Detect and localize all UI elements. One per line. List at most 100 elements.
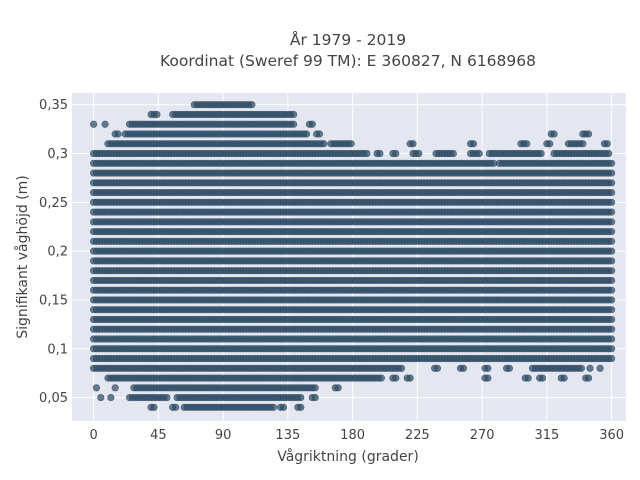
x-tick-label: 270 (470, 428, 495, 443)
data-point (584, 130, 593, 138)
data-point (150, 403, 158, 411)
data-point (546, 140, 554, 148)
data-point (608, 188, 616, 197)
data-point (608, 315, 616, 324)
data-point (334, 384, 342, 392)
chart-title-line-1: År 1979 - 2019 (290, 30, 406, 49)
data-point (584, 374, 593, 382)
data-point (577, 364, 585, 372)
data-point (297, 403, 305, 411)
data-point (608, 325, 616, 333)
y-tick-label: 0,1 (47, 342, 68, 357)
data-point (347, 140, 355, 148)
data-point (608, 345, 616, 353)
data-point (608, 306, 616, 314)
data-point (248, 101, 256, 109)
data-point (392, 374, 400, 382)
data-point (608, 179, 616, 187)
data-point (608, 267, 616, 275)
data-point (603, 140, 611, 148)
data-point (377, 374, 385, 382)
data-point (92, 384, 101, 392)
data-point (376, 149, 384, 158)
data-point (172, 403, 180, 411)
data-point (114, 130, 122, 138)
data-point (153, 110, 161, 119)
data-point (608, 286, 616, 294)
data-point (297, 393, 305, 402)
data-point (415, 149, 423, 158)
data-point (523, 140, 531, 148)
data-point (311, 384, 319, 392)
data-point (550, 130, 558, 138)
x-tick-label: 45 (150, 428, 167, 443)
data-point (608, 247, 616, 255)
data-point (111, 384, 119, 392)
data-point (311, 393, 319, 402)
data-point (608, 159, 616, 167)
x-tick-label: 225 (405, 428, 430, 443)
data-point (505, 364, 514, 372)
data-point (302, 130, 311, 138)
data-point (459, 364, 468, 372)
data-point (449, 149, 457, 158)
y-axis-title: Signifikant våghöjd (m) (14, 175, 31, 338)
data-point (608, 228, 616, 236)
data-point (107, 393, 115, 402)
data-points (89, 101, 616, 411)
data-point (469, 140, 478, 148)
data-point (484, 374, 492, 382)
data-point (608, 354, 616, 363)
x-tick-label: 315 (534, 428, 559, 443)
data-point (608, 276, 616, 285)
data-point (537, 149, 545, 158)
data-point (279, 403, 288, 411)
data-point (97, 393, 105, 402)
x-tick-label: 0 (89, 428, 97, 443)
data-point (163, 393, 171, 402)
data-point (608, 218, 616, 226)
data-point (484, 364, 492, 372)
data-point (608, 237, 616, 245)
data-point (586, 364, 594, 372)
y-tick-label: 0,2 (47, 245, 68, 260)
data-point (392, 149, 400, 158)
data-point (397, 364, 406, 372)
data-point (608, 198, 616, 206)
data-point (596, 364, 604, 372)
data-point (363, 149, 371, 158)
data-point (608, 208, 616, 216)
data-point (406, 374, 414, 382)
data-point (269, 403, 278, 411)
y-tick-label: 0,15 (39, 293, 68, 308)
y-tick-label: 0,05 (39, 391, 68, 406)
data-point (560, 374, 568, 382)
data-point (315, 130, 324, 138)
data-point (101, 120, 109, 128)
x-tick-label: 360 (599, 428, 624, 443)
x-tick-label: 90 (215, 428, 232, 443)
data-point (475, 149, 483, 158)
data-point (605, 149, 613, 158)
chart-title-line-2: Koordinat (Sweref 99 TM): E 360827, N 61… (160, 52, 536, 70)
data-point (608, 257, 616, 265)
y-tick-label: 0,3 (47, 147, 68, 162)
x-axis-title: Vågriktning (grader) (277, 448, 419, 465)
data-point (524, 374, 532, 382)
data-point (433, 364, 442, 372)
data-point (89, 120, 98, 128)
y-tick-label: 0,35 (39, 98, 68, 113)
y-tick-label: 0,25 (39, 196, 68, 211)
data-point (608, 169, 616, 177)
x-tick-label: 180 (340, 428, 365, 443)
data-point (409, 140, 417, 148)
data-point (320, 140, 328, 148)
data-point (290, 120, 298, 128)
x-tick-label: 135 (275, 428, 300, 443)
data-point (579, 140, 587, 148)
data-point (538, 374, 547, 382)
data-point (308, 120, 316, 128)
data-point (608, 296, 616, 304)
data-point (608, 335, 616, 343)
